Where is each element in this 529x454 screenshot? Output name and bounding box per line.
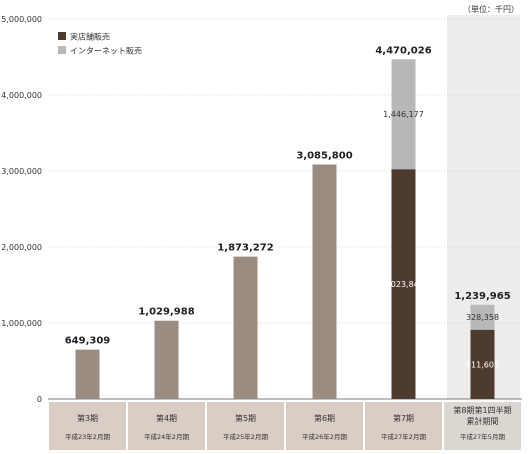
- category-sublabel: 平成27年5月期: [460, 432, 505, 441]
- legend-label: 実店舗販売: [70, 32, 110, 42]
- y-tick-label: 0: [37, 395, 42, 404]
- category-label: 第7期: [393, 413, 414, 423]
- category-band: [128, 402, 205, 450]
- bar: [312, 164, 337, 399]
- legend-swatch: [58, 46, 66, 54]
- category-label: 第6期: [314, 413, 335, 423]
- bar-segment: [391, 169, 416, 399]
- segment-value-label: 3,023,848: [383, 280, 424, 289]
- category-band: [207, 402, 284, 450]
- category-sublabel: 平成24年2月期: [144, 432, 189, 441]
- bar: [75, 349, 100, 399]
- bar-total-label: 3,085,800: [296, 150, 352, 161]
- bar-total-label: 1,239,965: [454, 291, 510, 302]
- legend-label: インターネット販売: [70, 46, 142, 56]
- bar-segment: [470, 304, 495, 330]
- bar-segment: [470, 329, 495, 399]
- category-band: [444, 402, 521, 450]
- category-band: [365, 402, 442, 450]
- y-tick-label: 4,000,000: [1, 91, 42, 100]
- bar-total-label: 1,873,272: [217, 243, 273, 254]
- bar: [154, 320, 179, 399]
- category-sublabel: 平成23年2月期: [65, 432, 110, 441]
- category-label: 第8期第1四半期累計期間: [453, 405, 511, 426]
- bar-segment: [391, 59, 416, 170]
- category-band: [286, 402, 363, 450]
- category-sublabel: 平成25年2月期: [223, 432, 268, 441]
- bar-total-label: 1,029,988: [138, 307, 194, 318]
- y-tick-label: 3,000,000: [1, 167, 42, 176]
- y-tick-label: 1,000,000: [1, 319, 42, 328]
- category-sublabel: 平成27年2月期: [381, 432, 426, 441]
- bar: [233, 256, 258, 399]
- category-sublabel: 平成26年2月期: [302, 432, 347, 441]
- legend-swatch: [58, 32, 66, 40]
- y-tick-label: 2,000,000: [1, 243, 42, 252]
- category-label: 第5期: [235, 413, 256, 423]
- segment-value-label: 911,607: [466, 360, 499, 369]
- bar-total-label: 649,309: [65, 336, 111, 347]
- bar-total-label: 4,470,026: [375, 45, 431, 56]
- category-band: [49, 402, 126, 450]
- y-tick-label: 5,000,000: [1, 15, 42, 24]
- segment-value-label: 1,446,177: [383, 110, 424, 119]
- category-label: 第3期: [77, 413, 98, 423]
- segment-value-label: 328,358: [466, 313, 499, 322]
- unit-label: （単位：千円）: [463, 5, 519, 14]
- category-label: 第4期: [156, 413, 177, 423]
